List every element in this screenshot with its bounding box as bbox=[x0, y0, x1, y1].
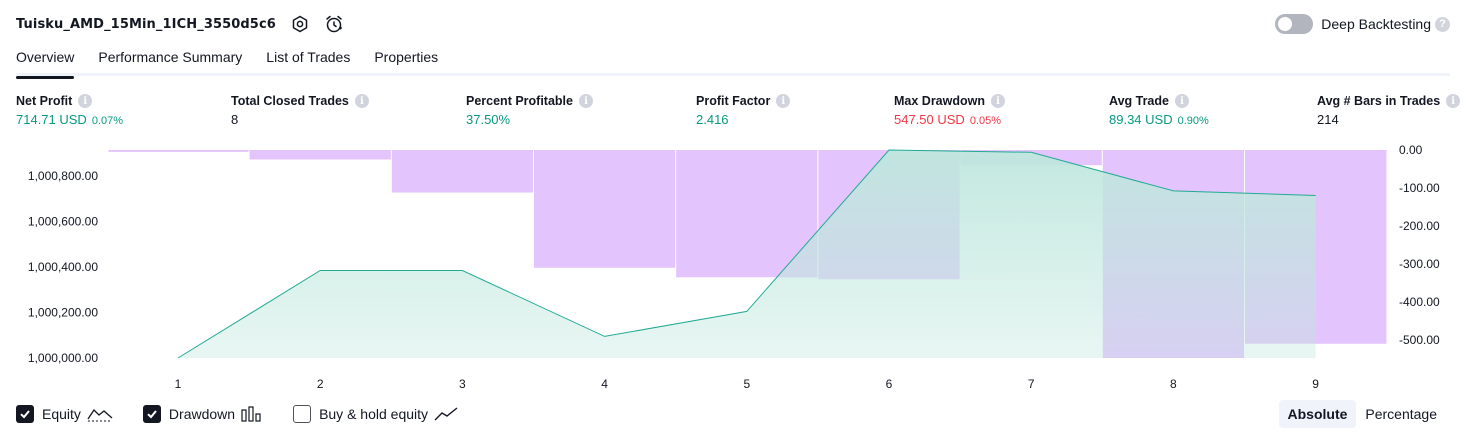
metric-value: 714.71 USD bbox=[16, 112, 87, 127]
buy-hold-line-icon bbox=[434, 406, 458, 422]
legend-equity[interactable]: Equity bbox=[16, 405, 113, 423]
right-tick-label: -200.00 bbox=[1399, 219, 1440, 233]
toggle-knob bbox=[1278, 17, 1293, 31]
metric-label: Profit Factor bbox=[696, 94, 771, 108]
strategy-name: Tuisku_AMD_15Min_1ICH_3550d5c6 bbox=[16, 16, 276, 32]
equity-fill bbox=[178, 150, 1316, 358]
deep-backtesting-toggle[interactable] bbox=[1275, 14, 1314, 34]
equity-line bbox=[177, 149, 1316, 359]
legend-drawdown[interactable]: Drawdown bbox=[142, 405, 263, 423]
drawdown-bar bbox=[391, 150, 533, 193]
info-icon[interactable]: i bbox=[991, 94, 1005, 108]
x-tick-label: 8 bbox=[1170, 377, 1177, 391]
left-tick-label: 1,000,200.00 bbox=[28, 306, 98, 320]
right-tick-label: -300.00 bbox=[1399, 257, 1440, 271]
info-icon[interactable]: i bbox=[1446, 94, 1461, 108]
legend-label: Buy & hold equity bbox=[319, 406, 429, 422]
metric-value: 37.50% bbox=[466, 112, 511, 127]
metric-label: Net Profit bbox=[16, 94, 73, 108]
x-axis: 1 2 3 4 5 6 7 8 9 bbox=[175, 377, 1320, 391]
absolute-button[interactable]: Absolute bbox=[1278, 400, 1357, 428]
left-tick-label: 1,000,600.00 bbox=[28, 215, 98, 229]
drawdown-bar bbox=[676, 150, 818, 278]
left-tick-label: 1,000,400.00 bbox=[28, 260, 98, 274]
drawdown-checkbox[interactable] bbox=[142, 405, 161, 423]
metric-value: 547.50 USD bbox=[894, 112, 965, 127]
drawdown-bar bbox=[249, 150, 391, 160]
metric-percent-profitable: Percent Profitable i 37.50% bbox=[466, 92, 593, 127]
percentage-button[interactable]: Percentage bbox=[1365, 406, 1437, 422]
metric-value: 8 bbox=[231, 112, 239, 127]
left-axis: 1,000,000.00 1,000,200.00 1,000,400.00 1,00… bbox=[28, 169, 98, 365]
metric-total-closed-trades: Total Closed Trades i 8 bbox=[231, 92, 369, 127]
right-tick-label: 0.00 bbox=[1399, 143, 1423, 157]
chart-legend: Equity Drawdown Buy & hold equity bbox=[16, 403, 488, 425]
equity-area bbox=[177, 149, 1316, 359]
equity-checkbox[interactable] bbox=[16, 405, 34, 423]
left-tick-label: 1,000,000.00 bbox=[28, 351, 98, 365]
x-tick-label: 5 bbox=[743, 377, 750, 391]
legend-label: Drawdown bbox=[168, 406, 236, 422]
help-icon[interactable]: ? bbox=[1435, 16, 1450, 32]
settings-icon[interactable] bbox=[290, 14, 310, 34]
x-tick-label: 2 bbox=[317, 377, 324, 391]
deep-backtesting: Deep Backtesting ? bbox=[1275, 12, 1450, 36]
info-icon[interactable]: i bbox=[78, 94, 93, 108]
deep-backtesting-label: Deep Backtesting bbox=[1321, 16, 1431, 32]
metric-percent: 0.07% bbox=[91, 115, 124, 127]
metric-max-drawdown: Max Drawdown i 547.50 USD 0.05% bbox=[894, 92, 1005, 127]
metric-label: Max Drawdown bbox=[894, 94, 985, 108]
left-tick-label: 1,000,800.00 bbox=[28, 169, 98, 183]
tab-list-of-trades[interactable]: List of Trades bbox=[266, 49, 351, 65]
legend-buy-hold[interactable]: Buy & hold equity bbox=[293, 405, 458, 423]
right-tick-label: -100.00 bbox=[1399, 181, 1440, 195]
buy-hold-checkbox[interactable] bbox=[293, 405, 312, 423]
value-mode-switch: Absolute Percentage bbox=[1278, 400, 1447, 428]
info-icon[interactable]: i bbox=[1174, 94, 1189, 108]
equity-drawdown-chart[interactable]: 1,000,000.00 1,000,200.00 1,000,400.00 1,00… bbox=[0, 140, 1466, 398]
info-icon[interactable]: i bbox=[578, 94, 593, 108]
equity-line-icon bbox=[87, 406, 113, 422]
metric-value: 2.416 bbox=[696, 112, 729, 127]
tab-overview[interactable]: Overview bbox=[16, 44, 75, 79]
metric-profit-factor: Profit Factor i 2.416 bbox=[696, 92, 791, 127]
tab-bar: Overview Performance Summary List of Tra… bbox=[16, 44, 1450, 79]
x-tick-label: 6 bbox=[886, 377, 893, 391]
metric-avg-bars: Avg # Bars in Trades i 214 bbox=[1317, 92, 1461, 127]
right-tick-label: -400.00 bbox=[1399, 295, 1440, 309]
metric-value: 89.34 USD bbox=[1109, 112, 1173, 127]
x-tick-label: 3 bbox=[459, 377, 466, 391]
alarm-clock-icon[interactable] bbox=[324, 14, 344, 34]
metric-percent: 0.05% bbox=[969, 115, 1002, 127]
legend-label: Equity bbox=[42, 406, 81, 422]
metric-net-profit: Net Profit i 714.71 USD 0.07% bbox=[16, 92, 123, 127]
x-tick-label: 4 bbox=[601, 377, 608, 391]
metric-value: 214 bbox=[1317, 112, 1339, 127]
right-tick-label: -500.00 bbox=[1399, 333, 1440, 347]
metric-label: Avg # Bars in Trades bbox=[1317, 94, 1441, 108]
info-icon[interactable]: i bbox=[354, 94, 369, 108]
metric-percent: 0.90% bbox=[1177, 115, 1209, 127]
tab-performance-summary[interactable]: Performance Summary bbox=[98, 49, 243, 65]
tab-properties[interactable]: Properties bbox=[374, 49, 439, 65]
drawdown-bar bbox=[534, 150, 676, 268]
right-axis: 0.00 -100.00 -200.00 -300.00 -400.00 -500.00 bbox=[1399, 143, 1440, 347]
metric-label: Percent Profitable bbox=[466, 94, 573, 108]
x-tick-label: 9 bbox=[1312, 377, 1319, 391]
drawdown-bars-icon bbox=[241, 406, 263, 422]
metric-label: Total Closed Trades bbox=[231, 94, 349, 108]
drawdown-bar bbox=[108, 150, 249, 152]
metric-avg-trade: Avg Trade i 89.34 USD 0.90% bbox=[1109, 92, 1209, 127]
x-tick-label: 7 bbox=[1028, 377, 1035, 391]
strategy-header: Tuisku_AMD_15Min_1ICH_3550d5c6 bbox=[16, 12, 344, 36]
info-icon[interactable]: i bbox=[776, 94, 791, 108]
metric-label: Avg Trade bbox=[1109, 94, 1169, 108]
x-tick-label: 1 bbox=[175, 377, 182, 391]
